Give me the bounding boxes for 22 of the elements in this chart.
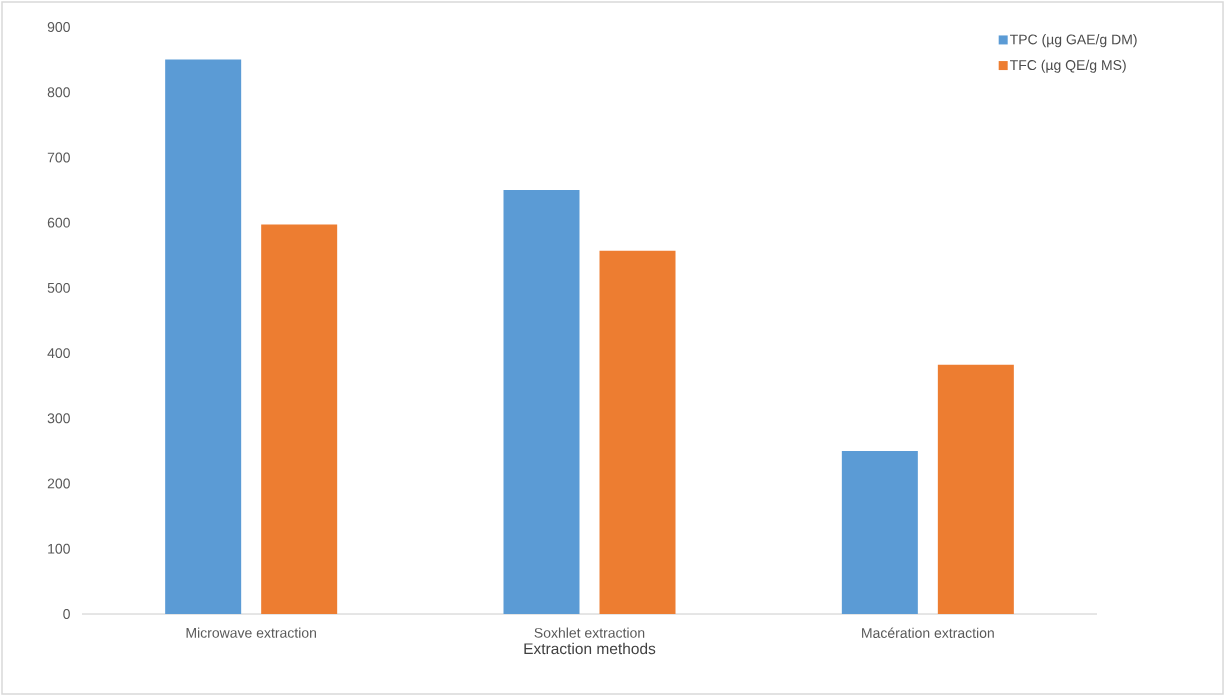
x-axis-title: Extraction methods xyxy=(524,642,656,655)
y-tick-label: 0 xyxy=(63,609,70,619)
y-tick-label: 200 xyxy=(47,478,70,489)
bar xyxy=(503,190,580,614)
bar xyxy=(261,224,338,614)
y-tick-label: 800 xyxy=(47,87,70,98)
y-tick-label: 500 xyxy=(47,282,70,293)
legend-label: TPC (µg GAE/g DM) xyxy=(1009,34,1137,48)
bar xyxy=(841,450,918,614)
bar xyxy=(937,364,1014,614)
x-tick-label: Macération extraction xyxy=(862,627,994,638)
legend-label: TFC (µg QE/g MS) xyxy=(1009,59,1126,73)
bar xyxy=(165,59,242,614)
y-tick-label: 400 xyxy=(47,348,70,359)
y-tick-label: 100 xyxy=(48,543,70,554)
y-tick-label: 600 xyxy=(47,217,70,228)
y-tick-label: 700 xyxy=(47,152,70,163)
x-tick-label: Soxhlet extraction xyxy=(534,627,645,638)
bar xyxy=(599,250,676,614)
y-tick-label: 900 xyxy=(47,22,70,32)
y-tick-label: 300 xyxy=(47,413,70,424)
x-tick-label: Microwave extraction xyxy=(186,627,316,638)
